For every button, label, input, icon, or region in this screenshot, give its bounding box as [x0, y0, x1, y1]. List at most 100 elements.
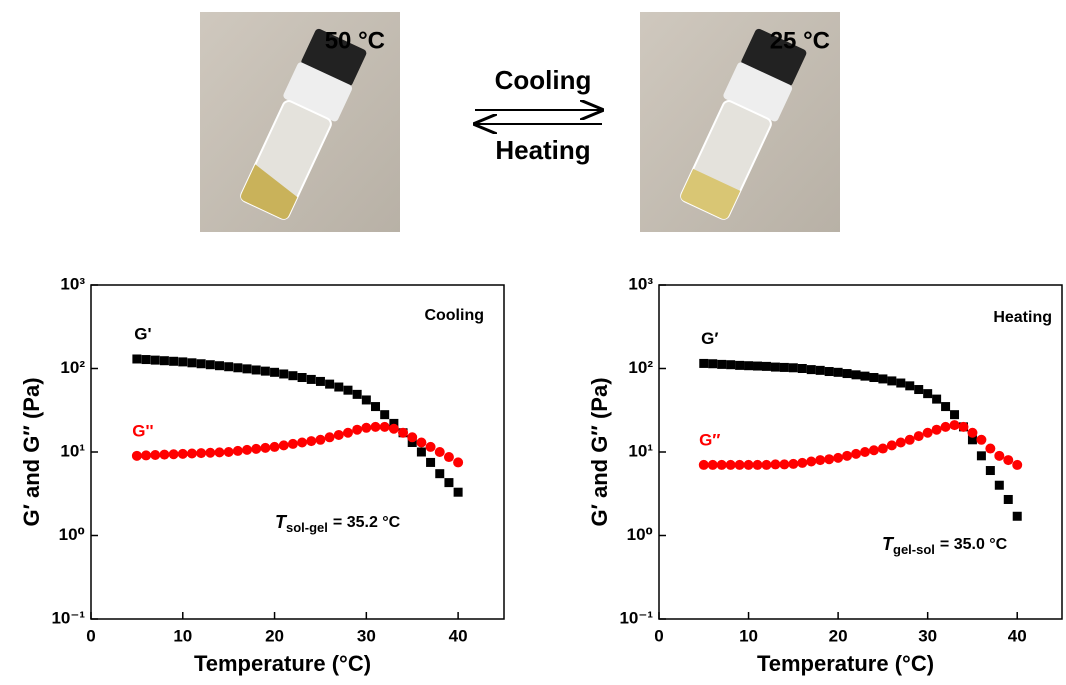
marker: [735, 361, 744, 370]
marker: [343, 428, 353, 438]
marker: [878, 374, 887, 383]
marker: [923, 389, 932, 398]
x-tick-label: 40: [1008, 626, 1027, 645]
arrow-label: Heating: [495, 135, 590, 165]
marker: [389, 424, 399, 434]
marker: [325, 432, 335, 442]
marker: [887, 440, 897, 450]
marker: [343, 386, 352, 395]
x-tick-label: 10: [173, 626, 192, 645]
x-axis-title: Temperature (°C): [757, 651, 934, 676]
marker: [288, 439, 298, 449]
marker: [187, 358, 196, 367]
marker: [762, 362, 771, 371]
marker: [261, 367, 270, 376]
marker: [753, 460, 763, 470]
marker: [454, 488, 463, 497]
series-label: G′: [701, 329, 718, 348]
marker: [160, 356, 169, 365]
photo-label: 50 °C: [325, 27, 385, 54]
marker: [770, 459, 780, 469]
x-tick-label: 0: [654, 626, 663, 645]
x-tick-label: 20: [265, 626, 284, 645]
marker: [905, 435, 915, 445]
marker: [325, 380, 334, 389]
transition-label: Tgel-sol= 35.0 °C: [882, 534, 1008, 558]
marker: [699, 359, 708, 368]
marker: [306, 436, 316, 446]
marker: [806, 456, 816, 466]
marker: [905, 381, 914, 390]
x-axis-title: Temperature (°C): [194, 651, 371, 676]
marker: [206, 360, 215, 369]
marker: [950, 420, 960, 430]
marker: [260, 443, 270, 453]
marker: [444, 452, 454, 462]
marker: [708, 460, 718, 470]
marker: [860, 372, 869, 381]
marker: [976, 435, 986, 445]
marker: [233, 363, 242, 372]
y-tick-label: 10³: [60, 274, 85, 293]
marker: [807, 365, 816, 374]
x-tick-label: 20: [829, 626, 848, 645]
marker: [780, 363, 789, 372]
marker: [896, 437, 906, 447]
marker: [914, 431, 924, 441]
marker: [426, 458, 435, 467]
x-tick-label: 10: [739, 626, 758, 645]
y-axis-title: G′ and G″ (Pa): [19, 377, 44, 526]
marker: [353, 390, 362, 399]
photo-label: 25 °C: [770, 27, 830, 54]
series-label: G': [134, 324, 151, 343]
marker: [288, 371, 297, 380]
marker: [1013, 512, 1022, 521]
marker: [932, 395, 941, 404]
marker: [726, 360, 735, 369]
marker: [197, 359, 206, 368]
marker: [851, 449, 861, 459]
y-tick-label: 10⁰: [59, 525, 85, 544]
x-tick-label: 0: [86, 626, 95, 645]
marker: [315, 435, 325, 445]
marker: [878, 444, 888, 454]
arrow-label: Cooling: [495, 65, 592, 95]
transition-subscript: gel-sol: [893, 542, 935, 557]
marker: [150, 450, 160, 460]
marker: [298, 373, 307, 382]
y-tick-label: 10¹: [628, 441, 653, 460]
transition-value: = 35.0 °C: [940, 536, 1008, 553]
marker: [169, 449, 179, 459]
marker: [132, 451, 142, 461]
marker: [869, 445, 879, 455]
marker: [279, 369, 288, 378]
marker: [435, 469, 444, 478]
marker: [842, 451, 852, 461]
marker: [361, 423, 371, 433]
marker: [316, 377, 325, 386]
marker: [896, 379, 905, 388]
marker: [242, 445, 252, 455]
marker: [995, 481, 1004, 490]
marker: [717, 460, 727, 470]
x-tick-label: 30: [918, 626, 937, 645]
marker: [435, 447, 445, 457]
photo-right: 25 °C: [640, 12, 840, 232]
marker: [187, 448, 197, 458]
marker: [270, 442, 280, 452]
marker: [215, 361, 224, 370]
marker: [744, 460, 754, 470]
photo-left: 50 °C: [200, 12, 400, 232]
marker: [151, 356, 160, 365]
marker: [380, 410, 389, 419]
marker: [371, 402, 380, 411]
transition-label: Tsol-gel= 35.2 °C: [275, 512, 401, 536]
marker: [771, 363, 780, 372]
marker: [371, 422, 381, 432]
x-tick-label: 40: [449, 626, 468, 645]
marker: [132, 354, 141, 363]
marker: [788, 459, 798, 469]
marker: [416, 437, 426, 447]
marker: [923, 428, 933, 438]
marker: [1012, 460, 1022, 470]
